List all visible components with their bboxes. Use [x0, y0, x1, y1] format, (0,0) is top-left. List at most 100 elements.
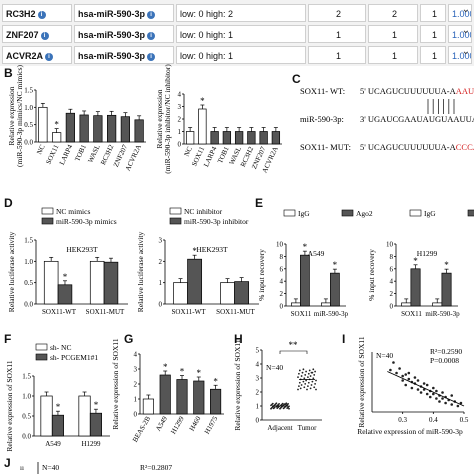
y-tick-label: 1 — [159, 279, 163, 287]
x-tick-label: SOX11-MUT — [86, 308, 125, 316]
info-icon[interactable]: i — [147, 53, 156, 61]
info-icon[interactable]: i — [45, 53, 54, 61]
significance-star: * — [180, 367, 185, 377]
data-point — [304, 374, 307, 376]
info-icon[interactable]: i — [147, 11, 156, 19]
y-tick-label: 1.0 — [22, 393, 31, 401]
bar — [107, 114, 117, 143]
y-tick-label: 0.5 — [24, 121, 33, 129]
score-cell[interactable]: 1.000 — [448, 25, 472, 43]
bar — [173, 282, 188, 305]
gene-cell: ACVR2A i — [2, 46, 72, 64]
data-point — [278, 403, 280, 405]
data-point — [395, 371, 398, 375]
y-tick-label: 1 — [178, 128, 182, 136]
y-tick-label: 2 — [390, 290, 394, 298]
info-icon[interactable]: i — [40, 32, 49, 40]
bar — [330, 272, 340, 307]
bar — [220, 282, 235, 305]
y-tick-label: 1.5 — [22, 373, 31, 381]
y-tick-label: 4 — [280, 278, 284, 286]
bar — [51, 414, 64, 437]
legend-swatch — [169, 217, 182, 225]
y-axis-label: (miR-590-3p inhibitor/NC inhibitor) — [163, 64, 172, 174]
panel-label-j: J — [4, 456, 11, 470]
x-tick-label: NC — [35, 143, 46, 155]
table-row: RC3H2 i hsa-miR-590-3p i low: 0 high: 2 2 2 1 1.… — [0, 3, 474, 23]
data-point — [450, 394, 454, 397]
data-point — [413, 376, 417, 379]
bar — [79, 114, 89, 143]
data-point — [312, 377, 315, 380]
count-cell: 1 — [420, 4, 446, 22]
chart-title: A549 — [308, 249, 325, 258]
sequence-alignment: SOX11- WT: 5' UCAGUCUUUUUUA-AAAUUAA 3' m… — [300, 86, 474, 152]
score-cell[interactable]: 1.000 — [448, 4, 472, 22]
p-value: P=0.0008 — [430, 356, 459, 365]
chart-H: 0 1 2 3 4 5 Relative expression of SOX11 Adjace… — [233, 339, 322, 432]
data-point — [298, 381, 301, 384]
data-point — [275, 402, 278, 405]
bar — [210, 131, 219, 145]
wt-sequence: 5' UCAGUCUUUUUUA-AAAUUAA 3' — [360, 86, 474, 96]
bar — [432, 302, 443, 307]
count-cell: 2 — [308, 4, 366, 22]
data-point — [432, 392, 435, 396]
data-point — [305, 370, 307, 373]
chart-I: 0.3 0.4 0.5 Relative expression of miR-590-… — [357, 336, 469, 436]
data-point — [302, 380, 305, 383]
chevron-down-icon[interactable]: ⌄ — [461, 25, 470, 36]
count-cell: 2 — [368, 4, 418, 22]
data-point — [444, 401, 447, 405]
count-cell: 1 — [308, 25, 366, 43]
y-axis-label: Relative expression of SOX11 — [233, 339, 242, 430]
wt-label: SOX11- WT: — [300, 86, 345, 96]
x-tick-label: Tumor — [298, 424, 317, 432]
info-icon[interactable]: i — [37, 11, 46, 19]
data-point — [271, 402, 274, 405]
x-tick-label: 0.5 — [460, 416, 469, 424]
y-tick-label: 8 — [390, 253, 394, 261]
y-axis-label: Relative expression — [155, 89, 164, 148]
y-tick-label: 1.5 — [24, 87, 33, 95]
significance-star: * — [197, 368, 202, 378]
data-point — [401, 379, 404, 382]
bar — [321, 302, 331, 307]
score-cell[interactable]: 1.000 — [448, 46, 472, 64]
data-point — [307, 376, 309, 379]
bar — [52, 132, 62, 143]
panel-label-h: H — [234, 332, 243, 346]
data-point — [313, 374, 316, 376]
bar — [210, 388, 222, 415]
legend-swatch — [41, 207, 54, 215]
bar — [185, 131, 195, 145]
r-squared: R²=0.2807 — [140, 463, 172, 472]
legend-swatch — [41, 217, 54, 225]
chevron-down-icon[interactable]: ⌄ — [461, 46, 470, 57]
y-tick-label: 4 — [134, 351, 138, 359]
data-point — [306, 388, 308, 391]
y-tick-label: 1.0 — [24, 104, 33, 112]
y-tick-label: 3 — [178, 103, 182, 111]
mirna-cell: hsa-miR-590-3p i — [74, 25, 174, 43]
y-axis-label: % input recovery — [257, 249, 266, 301]
data-point — [301, 371, 304, 374]
y-tick-label: 0 — [280, 303, 284, 311]
bar — [300, 254, 310, 307]
significance-star: * — [163, 362, 168, 372]
chart-E1: 0 2 4 6 8 10 % input recovery * SOX11 * miR-590-3p… — [257, 209, 373, 318]
y-tick-label: 0 — [390, 303, 394, 311]
significance-star: * — [444, 260, 449, 270]
panel-label-f: F — [4, 332, 12, 346]
data-point — [425, 392, 429, 396]
y-tick-label: 0.5 — [24, 279, 33, 287]
chevron-down-icon[interactable]: ⌄ — [461, 4, 470, 15]
gene-cell: ZNF207 i — [2, 25, 72, 43]
data-point — [297, 376, 299, 379]
chart-B2: 0 1 2 3 4 Relative expression (miR-590-3p inhi… — [155, 64, 282, 174]
info-icon[interactable]: i — [147, 32, 156, 40]
chart-J: ıı N=40 R²=0.2807 — [20, 462, 172, 474]
data-point — [281, 402, 284, 405]
bar — [120, 116, 130, 143]
y-tick-label: 3 — [256, 375, 260, 383]
